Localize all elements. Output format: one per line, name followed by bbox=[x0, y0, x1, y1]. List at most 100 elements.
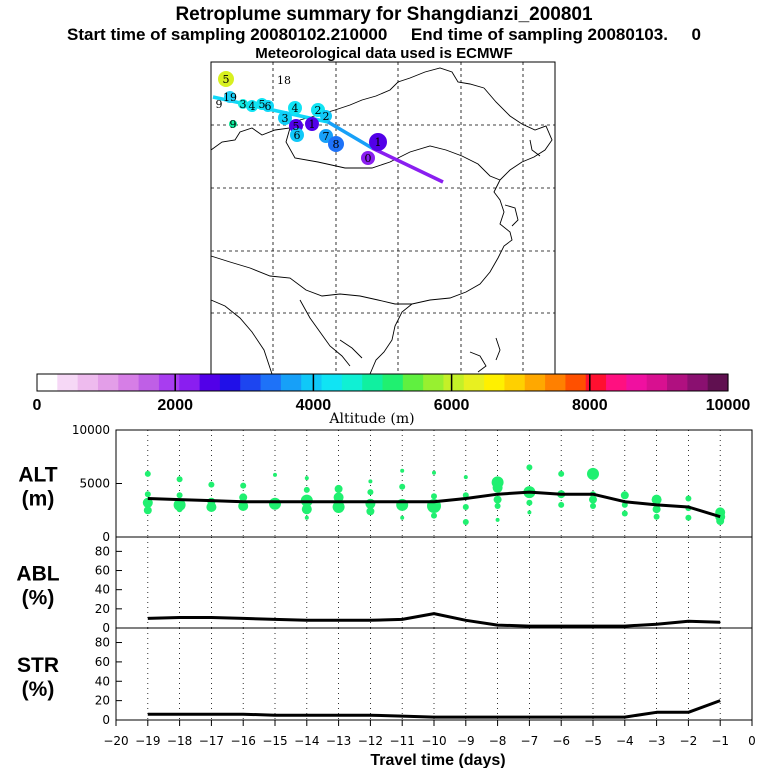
alt-point bbox=[332, 501, 345, 513]
y-tick-label: 0 bbox=[102, 713, 110, 727]
plume-label: 1 bbox=[309, 118, 316, 131]
plume-label: 3 bbox=[282, 112, 289, 125]
alt-point bbox=[176, 506, 183, 513]
alt-point bbox=[526, 499, 533, 506]
plume-label: 1 bbox=[375, 136, 382, 149]
colorbar-cell bbox=[585, 374, 607, 391]
colorbar-cell bbox=[646, 374, 668, 391]
x-tick-label: −8 bbox=[489, 734, 507, 748]
panel-ylabel-unit: (%) bbox=[22, 587, 55, 610]
x-axis-label: Travel time (days) bbox=[370, 752, 505, 768]
colorbar-cell bbox=[443, 374, 465, 391]
plume-label: 7 bbox=[323, 130, 330, 143]
alt-point bbox=[334, 484, 343, 493]
colorbar-cell bbox=[463, 374, 485, 391]
colorbar-cell bbox=[423, 374, 445, 391]
x-tick-label: −17 bbox=[199, 734, 224, 748]
plume-label: 3 bbox=[240, 98, 247, 111]
y-tick-label: 60 bbox=[95, 655, 110, 669]
colorbar-cell bbox=[57, 374, 79, 391]
y-tick-label: 0 bbox=[102, 530, 110, 544]
panel-abl: 0 20 40 60 80 ABL(%) bbox=[16, 536, 753, 635]
colorbar-cell bbox=[199, 374, 221, 391]
colorbar-cell bbox=[280, 374, 302, 391]
colorbar-cell bbox=[545, 374, 567, 391]
colorbar-cell bbox=[524, 374, 546, 391]
alt-point bbox=[399, 483, 406, 490]
plume-circle bbox=[238, 99, 248, 109]
alt-point bbox=[462, 504, 469, 510]
x-tick-label: −5 bbox=[584, 734, 602, 748]
plume-label: 2 bbox=[315, 104, 322, 117]
alt-point bbox=[238, 501, 249, 511]
colorbar-tick-label: 6000 bbox=[434, 397, 470, 414]
y-tick-label: 20 bbox=[95, 602, 110, 616]
x-tick-label: −10 bbox=[421, 734, 446, 748]
plume-label: 9 bbox=[216, 98, 223, 111]
alt-point bbox=[176, 492, 183, 499]
chart-title: Retroplume summary for Shangdianzi_20080… bbox=[175, 4, 593, 25]
plume-circle bbox=[218, 71, 234, 87]
colorbar-cell bbox=[97, 374, 119, 391]
altitude-colorbar: 0 2000 4000 6000 8000 10000 Altitude (m) bbox=[33, 373, 751, 427]
colorbar-cell bbox=[301, 374, 323, 391]
alt-point bbox=[590, 503, 596, 509]
alt-point bbox=[240, 482, 247, 489]
time-series-panels: 0500010000ALT(m)020406080ABL(%)020406080… bbox=[16, 423, 755, 768]
colorbar-cell bbox=[484, 374, 506, 391]
colorbar-tick-label: 8000 bbox=[572, 397, 608, 414]
y-tick-label: 0 bbox=[102, 621, 110, 635]
y-tick-label: 80 bbox=[95, 636, 110, 650]
colorbar-tick-label: 10000 bbox=[706, 397, 751, 414]
x-tick-label: −9 bbox=[457, 734, 475, 748]
plume-circle bbox=[328, 136, 344, 152]
alt-point bbox=[142, 497, 153, 508]
plume-label: 0 bbox=[365, 152, 372, 165]
y-tick-label: 40 bbox=[95, 674, 110, 688]
plume-circle bbox=[288, 101, 302, 115]
plume-label: 5 bbox=[223, 73, 230, 86]
y-tick-label: 40 bbox=[95, 583, 110, 597]
x-tick-label: −12 bbox=[358, 734, 383, 748]
colorbar-cell bbox=[402, 374, 424, 391]
alt-point bbox=[652, 505, 661, 514]
map-gridlines bbox=[211, 62, 555, 374]
alt-point bbox=[685, 495, 692, 502]
alt-point bbox=[685, 514, 692, 521]
plume-label: 6 bbox=[294, 129, 301, 142]
colorbar-cell bbox=[707, 374, 729, 391]
alt-point bbox=[239, 493, 248, 502]
alt-point bbox=[558, 501, 565, 508]
alt-point bbox=[526, 464, 533, 471]
alt-point bbox=[144, 491, 151, 498]
y-tick-label: 5000 bbox=[79, 477, 110, 491]
plume-circle bbox=[305, 117, 319, 131]
y-tick-label: 80 bbox=[95, 544, 110, 558]
x-tick-label: −20 bbox=[103, 734, 128, 748]
plume-circle bbox=[246, 100, 258, 112]
x-tick-label: −14 bbox=[294, 734, 319, 748]
alt-point bbox=[653, 513, 660, 520]
colorbar-cell bbox=[382, 374, 404, 391]
colorbar-cell bbox=[504, 374, 526, 391]
alt-point bbox=[366, 507, 375, 516]
alt-point bbox=[368, 479, 373, 484]
colorbar-cell bbox=[565, 374, 587, 391]
plume-label: 9 bbox=[230, 118, 237, 131]
plume-circle bbox=[278, 111, 292, 125]
x-tick-label: −6 bbox=[552, 734, 570, 748]
alt-point bbox=[400, 515, 405, 520]
x-tick-label: −7 bbox=[521, 734, 539, 748]
plume-label: 5 bbox=[259, 98, 266, 111]
alt-point bbox=[367, 489, 374, 496]
alt-point bbox=[527, 510, 532, 515]
x-tick-label: −13 bbox=[326, 734, 351, 748]
colorbar-cell bbox=[240, 374, 262, 391]
plume-circle bbox=[262, 100, 274, 112]
colorbar-tick-label: 0 bbox=[33, 397, 42, 414]
y-tick-label: 20 bbox=[95, 694, 110, 708]
colorbar-cell bbox=[606, 374, 627, 391]
